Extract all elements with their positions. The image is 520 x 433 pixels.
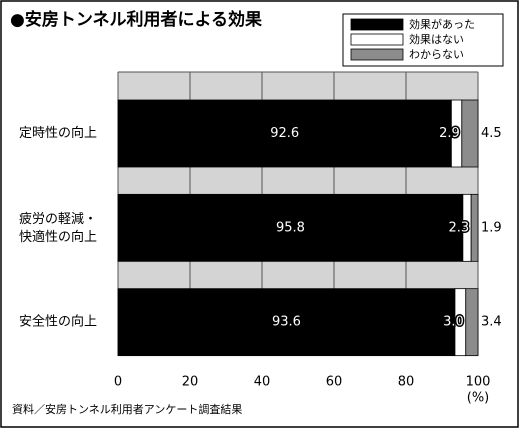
data-label: 3.4 (481, 315, 502, 330)
x-unit: (%) (467, 391, 490, 406)
bar-segment (117, 99, 452, 168)
data-label: 2.3 (448, 220, 469, 235)
data-label: 2.9 (439, 126, 460, 141)
data-label: 4.5 (481, 126, 502, 141)
bar-segment (117, 193, 464, 262)
legend-label: 効果があった (409, 17, 475, 31)
legend-label: わからない (409, 48, 464, 61)
legend-swatch (350, 18, 404, 31)
legend-swatch (350, 48, 404, 61)
data-label: 3.0 (443, 315, 464, 330)
chart-title: ●安房トンネル利用者による効果 (10, 9, 262, 30)
x-tick-label: 100 (466, 375, 491, 390)
x-tick-label: 60 (326, 375, 343, 390)
bar-segment (117, 288, 456, 357)
x-tick-label: 0 (114, 375, 122, 390)
legend-label: 効果はない (409, 32, 464, 46)
bar-segment (470, 193, 479, 262)
x-tick-label: 80 (398, 375, 415, 390)
x-tick-label: 20 (182, 375, 199, 390)
data-label: 93.6 (272, 315, 301, 330)
x-tick-label: 40 (254, 375, 271, 390)
source-note: 資料／安房トンネル利用者アンケート調査結果 (12, 402, 242, 416)
bar-segment (465, 288, 479, 357)
y-tick-label: 安全性の向上 (19, 314, 97, 330)
legend-swatch (350, 33, 404, 46)
bar-segment (461, 99, 479, 168)
data-label: 92.6 (270, 126, 299, 141)
data-label: 95.8 (276, 220, 305, 235)
data-label: 1.9 (481, 220, 502, 235)
y-tick-label: 定時性の向上 (19, 125, 97, 141)
y-tick-label: 疲労の軽減・快適性の向上 (19, 210, 97, 244)
